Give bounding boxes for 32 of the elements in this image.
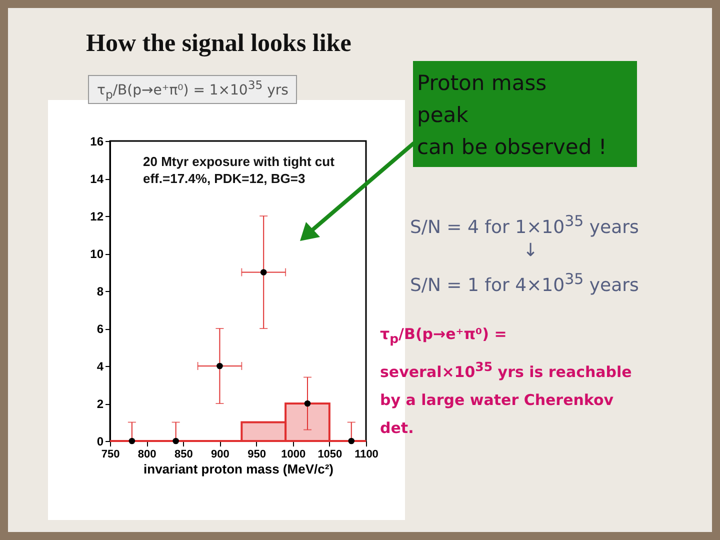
y-tick-label: 0 — [96, 434, 104, 448]
text: S/N = 4 for 1×10$^{35}$ years — [410, 212, 639, 238]
y-tick-label: 2 — [96, 397, 104, 411]
x-tick-label: 750 — [101, 448, 120, 460]
point — [128, 438, 136, 444]
x-tick-label: 1050 — [318, 448, 342, 460]
x-tick-label: 850 — [174, 448, 193, 460]
text: τ$_{p}$/B(p→e⁺π⁰) = 1×10$^{35}$ yrs — [88, 75, 298, 104]
y-tick-label: 6 — [96, 322, 104, 336]
point — [304, 400, 311, 407]
text: S/N = 1 for 4×10$^{35}$ years — [410, 270, 639, 296]
point — [216, 362, 223, 370]
annotation: 20 Mtyr exposure with tight cut eff.=17.4%, PDK=12, BG=3 — [143, 153, 334, 187]
chart-title: How the signal looks like — [86, 30, 352, 58]
y-tick-label: 12 — [90, 210, 104, 224]
point — [172, 438, 179, 444]
x-tick-label: 1100 — [354, 448, 378, 460]
text: ↓ — [523, 240, 538, 261]
y-tick-label: 8 — [96, 284, 104, 298]
text: τ$_{p}$/B(p→e⁺π⁰) = several×10$^{35}$ yrs is reachable by a large water Cherenkov det. — [380, 325, 632, 437]
x-axis-title: invariant proton mass (MeV/c²) — [144, 462, 334, 476]
x-tick-label: 950 — [248, 448, 266, 460]
y-tick-label: 16 — [90, 134, 104, 148]
point — [260, 269, 267, 276]
y-tick-label: 14 — [90, 172, 104, 186]
x-tick-label: 800 — [138, 448, 156, 460]
text: Proton mass peak can be observed ! — [413, 61, 637, 167]
y-tick-label: 10 — [90, 247, 104, 261]
x-tick-label: 900 — [211, 448, 230, 460]
point — [348, 438, 355, 444]
y-tick-label: 4 — [96, 360, 104, 374]
x-tick-label: 1000 — [281, 448, 306, 460]
